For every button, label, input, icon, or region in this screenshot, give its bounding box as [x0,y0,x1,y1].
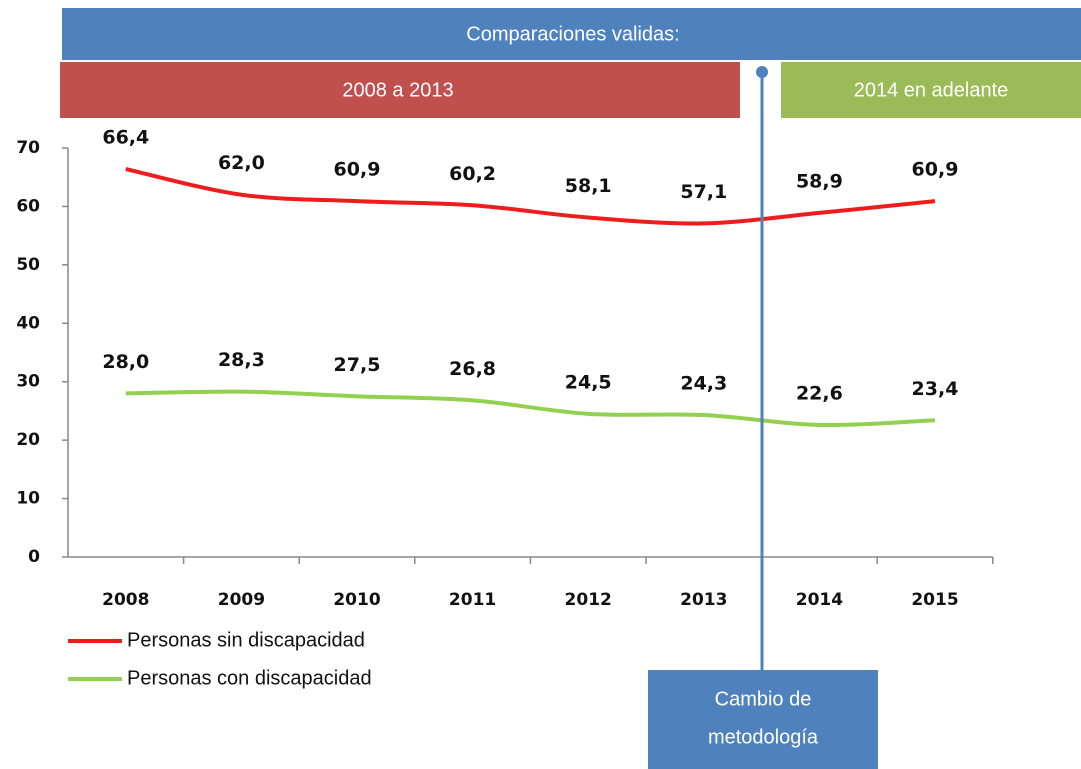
period-banner [781,62,1081,118]
data-label: 60,9 [912,159,959,181]
x-tick-label: 2014 [796,590,843,610]
series-line [125,167,936,226]
period-banner [60,62,740,118]
data-label: 23,4 [912,378,959,400]
period-text: 2008 a 2013 [342,79,453,101]
data-label: 24,3 [680,373,727,395]
y-tick-label: 0 [28,547,40,567]
method-box [648,670,878,769]
y-tick-label: 20 [16,430,40,450]
data-label: 62,0 [218,152,265,174]
x-tick-label: 2009 [218,590,265,610]
data-label: 28,0 [102,351,149,373]
series-line [125,389,936,428]
data-label: 60,9 [334,159,381,181]
method-dot [756,66,768,78]
data-label: 24,5 [565,371,612,393]
x-tick-label: 2010 [333,590,380,610]
y-tick-label: 10 [16,489,40,509]
x-tick-label: 2008 [102,590,149,610]
x-tick-label: 2012 [565,590,612,610]
method-text: Cambio de [715,688,812,710]
legend-label: Personas sin discapacidad [127,629,365,651]
data-label: 27,5 [334,354,381,376]
data-label: 58,9 [796,170,843,192]
method-text: metodología [708,726,819,748]
data-label: 58,1 [565,175,612,197]
y-tick-label: 70 [16,138,40,158]
data-label: 57,1 [680,181,727,203]
y-tick-label: 50 [16,255,40,275]
y-tick-label: 40 [16,313,40,333]
data-label: 22,6 [796,382,843,404]
banner-text: Comparaciones validas: [466,23,679,45]
period-text: 2014 en adelante [854,79,1009,101]
x-tick-label: 2015 [911,590,958,610]
banner [62,8,1081,60]
data-label: 60,2 [449,163,496,185]
data-label: 28,3 [218,349,265,371]
data-label: 26,8 [449,358,496,380]
data-label: 66,4 [102,127,149,149]
legend-label: Personas con discapacidad [127,667,372,689]
y-tick-label: 60 [16,196,40,216]
x-tick-label: 2011 [449,590,496,610]
y-tick-label: 30 [16,372,40,392]
x-tick-label: 2013 [680,590,727,610]
